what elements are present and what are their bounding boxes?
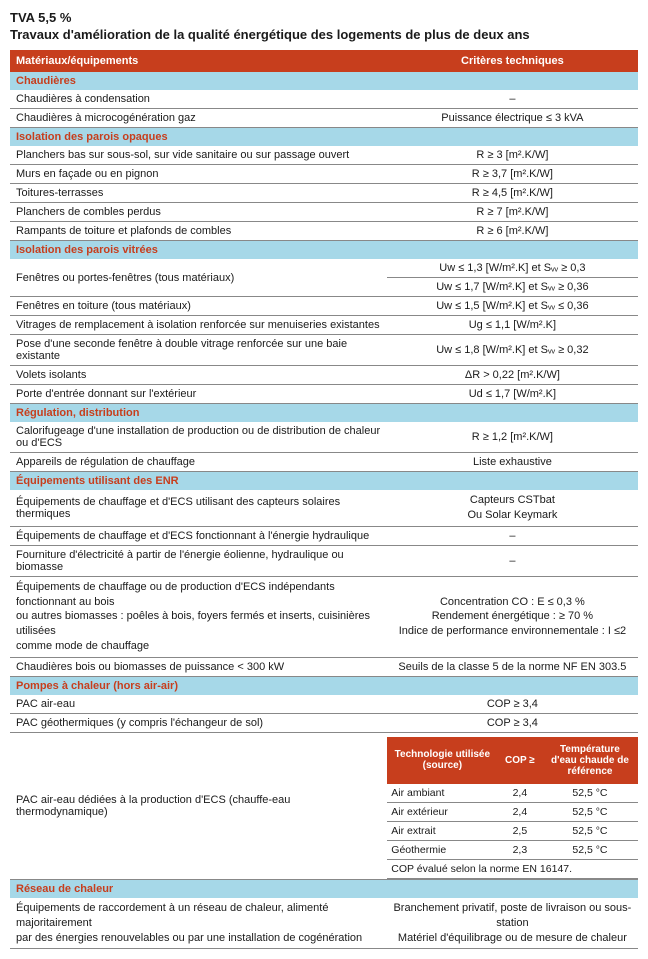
- row-label: Planchers de combles perdus: [10, 203, 387, 222]
- row-criteria: –: [387, 526, 638, 545]
- nested-cell: 52,5 °C: [542, 840, 637, 859]
- row-criteria: Capteurs CSTbatOu Solar Keymark: [387, 490, 638, 526]
- nested-col-header: Technologie utilisée (source): [387, 737, 497, 783]
- row-label: Toitures-terrasses: [10, 184, 387, 203]
- row-criteria: –: [387, 545, 638, 576]
- row-criteria: R ≥ 6 [m².K/W]: [387, 222, 638, 241]
- row-label: PAC géothermiques (y compris l'échangeur…: [10, 713, 387, 732]
- row-criteria: R ≥ 3,7 [m².K/W]: [387, 165, 638, 184]
- row-criteria: Uw ≤ 1,7 [W/m².K] et Sᵥᵥ ≥ 0,36: [387, 278, 638, 297]
- row-criteria: Puissance électrique ≤ 3 kVA: [387, 109, 638, 128]
- page-title-line2: Travaux d'amélioration de la qualité éne…: [10, 27, 638, 42]
- nested-table-cell: Technologie utilisée (source)COP ≥Tempér…: [387, 732, 638, 879]
- nested-cell: Géothermie: [387, 840, 497, 859]
- row-criteria: Ud ≤ 1,7 [W/m².K]: [387, 385, 638, 404]
- nested-col-header: Température d'eau chaude de référence: [542, 737, 637, 783]
- row-label: Équipements de chauffage ou de productio…: [10, 576, 387, 657]
- nested-cell: 52,5 °C: [542, 802, 637, 821]
- row-label: Chaudières bois ou biomasses de puissanc…: [10, 657, 387, 676]
- row-criteria: Seuils de la classe 5 de la norme NF EN …: [387, 657, 638, 676]
- page-title-line1: TVA 5,5 %: [10, 10, 638, 25]
- row-criteria: Liste exhaustive: [387, 453, 638, 472]
- row-criteria: Uw ≤ 1,8 [W/m².K] et Sᵥᵥ ≥ 0,32: [387, 335, 638, 366]
- main-table: Matériaux/équipements Critères technique…: [10, 50, 638, 949]
- section-header: Pompes à chaleur (hors air-air): [10, 676, 638, 695]
- row-criteria: Uw ≤ 1,3 [W/m².K] et Sᵥᵥ ≥ 0,3: [387, 259, 638, 278]
- row-label: Murs en façade ou en pignon: [10, 165, 387, 184]
- row-criteria: R ≥ 3 [m².K/W]: [387, 146, 638, 165]
- nested-cell: Air ambiant: [387, 783, 497, 802]
- nested-cell: Air extérieur: [387, 802, 497, 821]
- row-label: Fenêtres ou portes-fenêtres (tous matéri…: [10, 259, 387, 297]
- nested-cell: 2,4: [497, 802, 542, 821]
- section-header: Isolation des parois vitrées: [10, 241, 638, 260]
- row-criteria: ΔR > 0,22 [m².K/W]: [387, 366, 638, 385]
- row-label: Chaudières à microcogénération gaz: [10, 109, 387, 128]
- row-label: Vitrages de remplacement à isolation ren…: [10, 316, 387, 335]
- row-criteria: Branchement privatif, poste de livraison…: [387, 898, 638, 949]
- row-label: Chaudières à condensation: [10, 90, 387, 109]
- col-header-criteres: Critères techniques: [387, 50, 638, 72]
- nested-cell: Air extrait: [387, 821, 497, 840]
- row-criteria: R ≥ 7 [m².K/W]: [387, 203, 638, 222]
- row-label: Équipements de chauffage et d'ECS foncti…: [10, 526, 387, 545]
- row-label: PAC air-eau dédiées à la production d'EC…: [10, 732, 387, 879]
- row-label: Fenêtres en toiture (tous matériaux): [10, 297, 387, 316]
- row-label: Équipements de raccordement à un réseau …: [10, 898, 387, 949]
- row-criteria: Uw ≤ 1,5 [W/m².K] et Sᵥᵥ ≤ 0,36: [387, 297, 638, 316]
- row-label: PAC air-eau: [10, 695, 387, 714]
- section-header: Équipements utilisant des ENR: [10, 472, 638, 491]
- row-criteria: COP ≥ 3,4: [387, 695, 638, 714]
- row-criteria: –: [387, 90, 638, 109]
- col-header-materiaux: Matériaux/équipements: [10, 50, 387, 72]
- row-label: Planchers bas sur sous-sol, sur vide san…: [10, 146, 387, 165]
- nested-cell: 52,5 °C: [542, 821, 637, 840]
- section-header: Réseau de chaleur: [10, 879, 638, 898]
- nested-cell: 2,3: [497, 840, 542, 859]
- row-label: Fourniture d'électricité à partir de l'é…: [10, 545, 387, 576]
- row-criteria: Concentration CO : E ≤ 0,3 %Rendement én…: [387, 576, 638, 657]
- nested-cell: 2,5: [497, 821, 542, 840]
- row-label: Rampants de toiture et plafonds de combl…: [10, 222, 387, 241]
- section-header: Isolation des parois opaques: [10, 128, 638, 147]
- row-label: Pose d'une seconde fenêtre à double vitr…: [10, 335, 387, 366]
- row-criteria: COP ≥ 3,4: [387, 713, 638, 732]
- nested-cell: 2,4: [497, 783, 542, 802]
- row-criteria: Ug ≤ 1,1 [W/m².K]: [387, 316, 638, 335]
- row-label: Calorifugeage d'une installation de prod…: [10, 422, 387, 453]
- nested-col-header: COP ≥: [497, 737, 542, 783]
- section-header: Chaudières: [10, 72, 638, 90]
- row-label: Équipements de chauffage et d'ECS utilis…: [10, 490, 387, 526]
- section-header: Régulation, distribution: [10, 404, 638, 423]
- nested-note: COP évalué selon la norme EN 16147.: [387, 859, 637, 878]
- row-criteria: R ≥ 4,5 [m².K/W]: [387, 184, 638, 203]
- nested-cell: 52,5 °C: [542, 783, 637, 802]
- row-criteria: R ≥ 1,2 [m².K/W]: [387, 422, 638, 453]
- row-label: Porte d'entrée donnant sur l'extérieur: [10, 385, 387, 404]
- nested-table: Technologie utilisée (source)COP ≥Tempér…: [387, 737, 638, 879]
- row-label: Volets isolants: [10, 366, 387, 385]
- row-label: Appareils de régulation de chauffage: [10, 453, 387, 472]
